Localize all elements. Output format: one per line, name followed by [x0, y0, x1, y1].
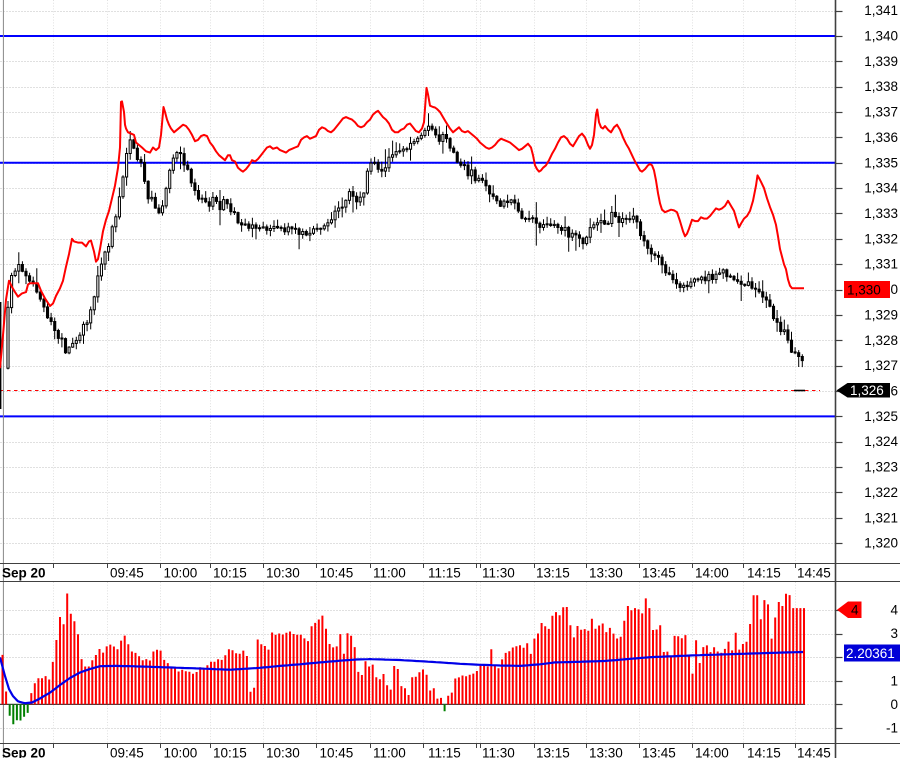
svg-text:1,332: 1,332 — [864, 231, 898, 246]
svg-text:11:00: 11:00 — [373, 566, 406, 581]
svg-text:13:30: 13:30 — [589, 746, 623, 759]
svg-text:1,323: 1,323 — [864, 460, 898, 475]
svg-text:1,320: 1,320 — [864, 536, 898, 551]
svg-text:1,324: 1,324 — [864, 434, 898, 449]
svg-text:10:45: 10:45 — [320, 566, 354, 581]
svg-text:4: 4 — [851, 603, 859, 618]
svg-text:10:00: 10:00 — [164, 566, 198, 581]
svg-text:14:00: 14:00 — [695, 566, 729, 581]
svg-text:11:15: 11:15 — [428, 746, 461, 759]
svg-text:Sep 20: Sep 20 — [2, 746, 46, 759]
svg-text:1,321: 1,321 — [864, 510, 898, 525]
svg-text:10:45: 10:45 — [320, 746, 354, 759]
svg-text:10:00: 10:00 — [164, 746, 198, 759]
svg-text:14:45: 14:45 — [797, 566, 831, 581]
svg-text:14:15: 14:15 — [747, 566, 781, 581]
svg-text:14:00: 14:00 — [695, 746, 729, 759]
svg-text:13:45: 13:45 — [642, 566, 676, 581]
svg-text:1,333: 1,333 — [864, 206, 898, 221]
svg-text:-1: -1 — [886, 721, 898, 736]
svg-text:10:15: 10:15 — [213, 566, 247, 581]
svg-text:1,334: 1,334 — [864, 181, 898, 196]
svg-text:13:15: 13:15 — [536, 746, 570, 759]
svg-text:2.20361: 2.20361 — [846, 646, 895, 661]
svg-text:1,322: 1,322 — [864, 485, 898, 500]
svg-text:1,338: 1,338 — [864, 79, 898, 94]
svg-text:11:15: 11:15 — [428, 566, 461, 581]
svg-text:11:30: 11:30 — [482, 746, 515, 759]
svg-text:1,329: 1,329 — [864, 307, 898, 322]
svg-text:4: 4 — [890, 603, 898, 618]
svg-text:1,340: 1,340 — [864, 29, 898, 44]
svg-text:1,326: 1,326 — [850, 383, 884, 398]
svg-text:14:15: 14:15 — [747, 746, 781, 759]
svg-text:14:45: 14:45 — [797, 746, 831, 759]
svg-text:09:45: 09:45 — [110, 566, 144, 581]
svg-text:1,328: 1,328 — [864, 333, 898, 348]
svg-text:Sep 20: Sep 20 — [2, 566, 46, 581]
svg-text:1,337: 1,337 — [864, 105, 898, 120]
svg-text:13:45: 13:45 — [642, 746, 676, 759]
svg-text:10:30: 10:30 — [266, 566, 300, 581]
svg-text:1,327: 1,327 — [864, 358, 898, 373]
svg-text:10:15: 10:15 — [213, 746, 247, 759]
svg-text:11:30: 11:30 — [482, 566, 515, 581]
svg-text:1,325: 1,325 — [864, 409, 898, 424]
svg-text:1: 1 — [890, 673, 898, 688]
svg-text:1,335: 1,335 — [864, 155, 898, 170]
svg-text:1,341: 1,341 — [864, 3, 898, 18]
svg-text:0: 0 — [890, 697, 898, 712]
svg-text:3: 3 — [890, 626, 898, 641]
svg-text:1,336: 1,336 — [864, 130, 898, 145]
svg-text:11:00: 11:00 — [373, 746, 406, 759]
svg-text:13:30: 13:30 — [589, 566, 623, 581]
svg-text:1,331: 1,331 — [864, 257, 898, 272]
svg-text:1,339: 1,339 — [864, 54, 898, 69]
svg-text:09:45: 09:45 — [110, 746, 144, 759]
svg-text:10:30: 10:30 — [266, 746, 300, 759]
svg-text:1,330: 1,330 — [847, 283, 881, 298]
svg-text:13:15: 13:15 — [536, 566, 570, 581]
